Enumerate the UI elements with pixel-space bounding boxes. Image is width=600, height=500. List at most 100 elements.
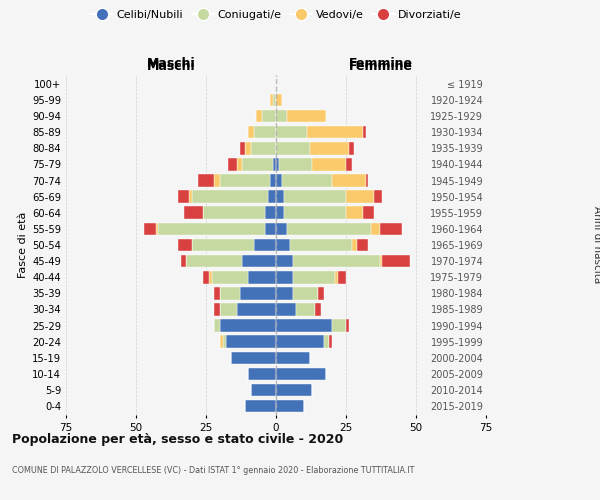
Bar: [265, 222, 276, 235]
Legend: Celibi/Nubili, Coniugati/e, Vedovi/e, Divorziati/e: Celibi/Nubili, Coniugati/e, Vedovi/e, Di…: [86, 6, 466, 25]
Bar: [284, 190, 346, 203]
Bar: [265, 206, 276, 219]
Bar: [349, 142, 355, 154]
Bar: [248, 126, 254, 138]
Bar: [145, 222, 155, 235]
Bar: [273, 94, 276, 106]
Bar: [189, 190, 192, 203]
Bar: [214, 174, 220, 187]
Bar: [329, 336, 332, 348]
Bar: [293, 271, 335, 283]
Bar: [365, 174, 368, 187]
Bar: [313, 158, 346, 170]
Text: Maschi: Maschi: [146, 60, 196, 72]
Bar: [276, 287, 293, 300]
Bar: [318, 287, 323, 300]
Bar: [315, 303, 321, 316]
Bar: [178, 190, 189, 203]
Bar: [237, 158, 242, 170]
Bar: [220, 287, 239, 300]
Text: Popolazione per età, sesso e stato civile - 2020: Popolazione per età, sesso e stato civil…: [12, 432, 343, 446]
Bar: [335, 271, 338, 283]
Bar: [248, 271, 276, 283]
Bar: [276, 320, 332, 332]
Bar: [245, 400, 276, 412]
Bar: [214, 303, 220, 316]
Bar: [231, 352, 276, 364]
Bar: [214, 320, 220, 332]
Bar: [346, 190, 374, 203]
Bar: [276, 94, 281, 106]
Bar: [245, 142, 251, 154]
Bar: [276, 352, 310, 364]
Bar: [276, 255, 293, 268]
Bar: [178, 238, 192, 252]
Bar: [276, 303, 296, 316]
Bar: [242, 255, 276, 268]
Bar: [239, 287, 276, 300]
Bar: [220, 174, 271, 187]
Bar: [251, 384, 276, 396]
Bar: [158, 222, 265, 235]
Bar: [242, 158, 273, 170]
Bar: [276, 368, 326, 380]
Bar: [276, 384, 313, 396]
Bar: [332, 174, 365, 187]
Bar: [237, 303, 276, 316]
Bar: [223, 336, 226, 348]
Bar: [332, 320, 346, 332]
Bar: [276, 174, 281, 187]
Text: Femmine: Femmine: [349, 60, 413, 72]
Bar: [346, 158, 352, 170]
Bar: [357, 238, 368, 252]
Bar: [276, 110, 287, 122]
Bar: [338, 271, 346, 283]
Bar: [212, 271, 248, 283]
Bar: [287, 222, 371, 235]
Text: Anni di nascita: Anni di nascita: [592, 206, 600, 284]
Bar: [197, 174, 214, 187]
Bar: [276, 336, 323, 348]
Bar: [293, 287, 318, 300]
Bar: [374, 190, 382, 203]
Bar: [276, 158, 279, 170]
Bar: [382, 255, 410, 268]
Bar: [307, 126, 363, 138]
Bar: [192, 238, 254, 252]
Bar: [248, 368, 276, 380]
Bar: [220, 336, 223, 348]
Bar: [352, 238, 357, 252]
Bar: [380, 222, 402, 235]
Bar: [380, 255, 382, 268]
Bar: [271, 174, 276, 187]
Bar: [276, 238, 290, 252]
Bar: [184, 206, 203, 219]
Bar: [254, 238, 276, 252]
Bar: [229, 158, 237, 170]
Text: Femmine: Femmine: [349, 57, 413, 70]
Bar: [181, 255, 187, 268]
Bar: [187, 255, 242, 268]
Bar: [256, 110, 262, 122]
Bar: [346, 206, 363, 219]
Bar: [276, 400, 304, 412]
Bar: [262, 110, 276, 122]
Bar: [271, 94, 273, 106]
Bar: [192, 190, 268, 203]
Bar: [251, 142, 276, 154]
Bar: [268, 190, 276, 203]
Bar: [363, 126, 365, 138]
Y-axis label: Fasce di età: Fasce di età: [18, 212, 28, 278]
Bar: [276, 222, 287, 235]
Bar: [209, 271, 212, 283]
Bar: [310, 142, 349, 154]
Bar: [203, 271, 209, 283]
Bar: [214, 287, 220, 300]
Bar: [371, 222, 380, 235]
Bar: [323, 336, 329, 348]
Text: COMUNE DI PALAZZOLO VERCELLESE (VC) - Dati ISTAT 1° gennaio 2020 - Elaborazione : COMUNE DI PALAZZOLO VERCELLESE (VC) - Da…: [12, 466, 415, 475]
Bar: [363, 206, 374, 219]
Bar: [276, 271, 293, 283]
Text: Maschi: Maschi: [146, 57, 196, 70]
Bar: [220, 303, 237, 316]
